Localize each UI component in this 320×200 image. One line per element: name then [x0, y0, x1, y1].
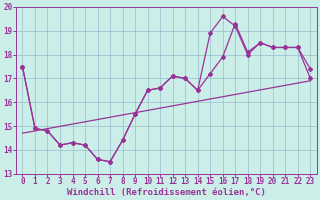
X-axis label: Windchill (Refroidissement éolien,°C): Windchill (Refroidissement éolien,°C)	[67, 188, 266, 197]
